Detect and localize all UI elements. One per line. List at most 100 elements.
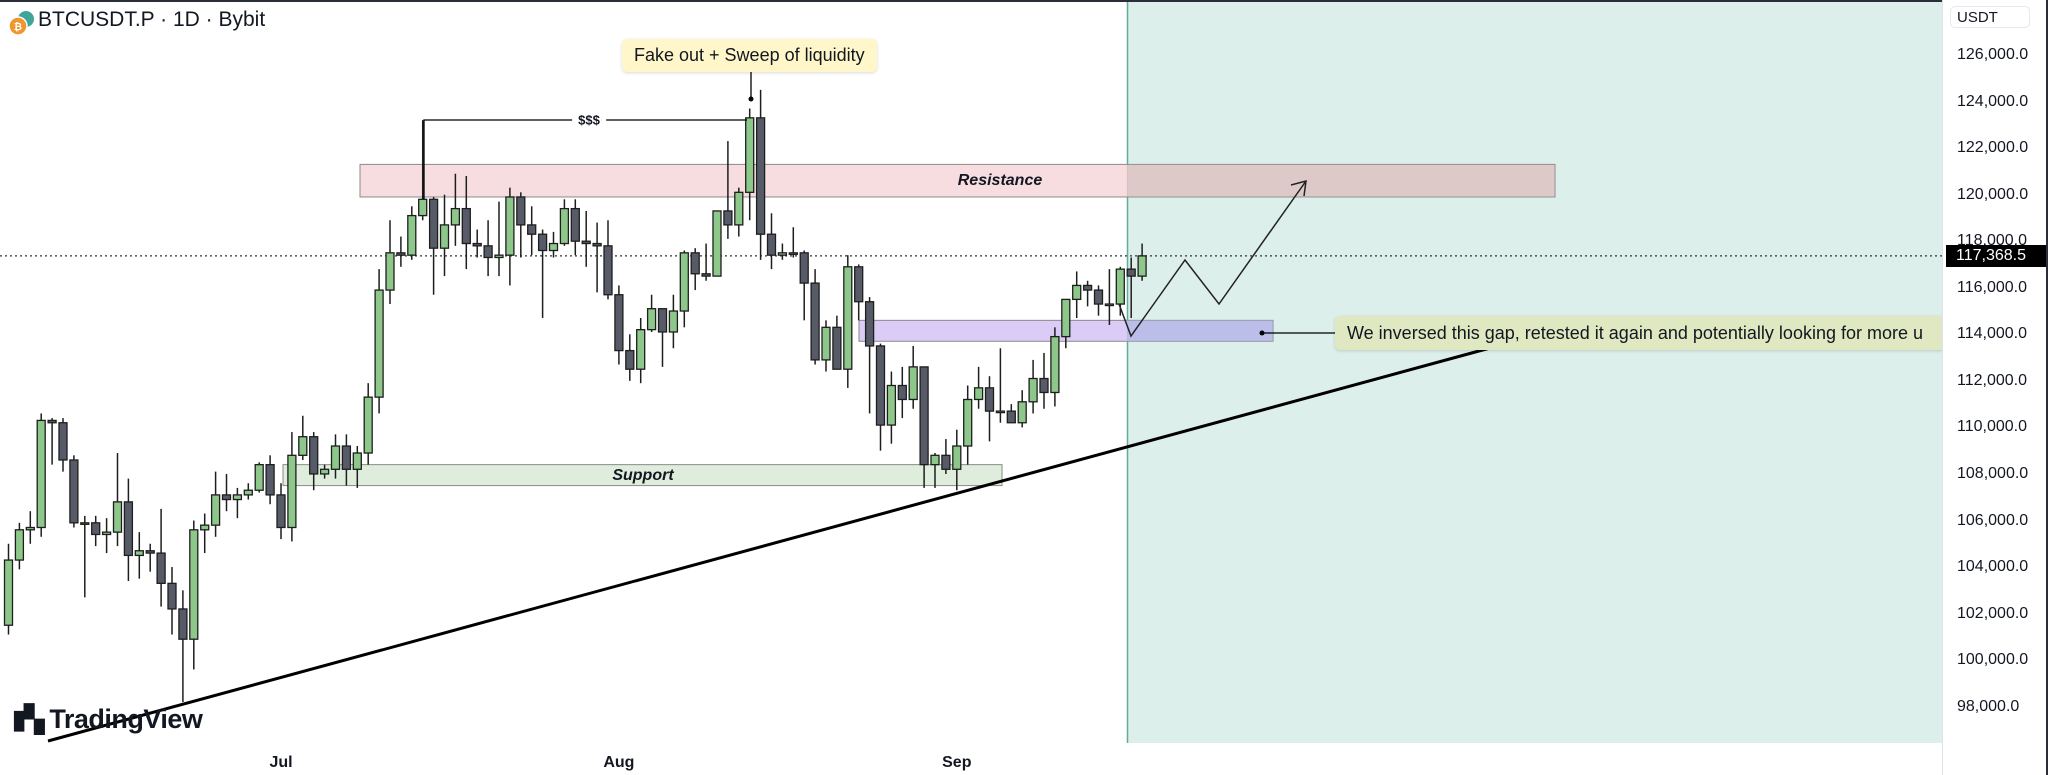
candle[interactable] bbox=[385, 220, 395, 305]
candle[interactable] bbox=[374, 269, 384, 414]
candle[interactable] bbox=[810, 269, 820, 365]
candle[interactable] bbox=[614, 285, 624, 365]
candle[interactable] bbox=[625, 334, 635, 381]
candle[interactable] bbox=[341, 434, 352, 486]
candle[interactable] bbox=[418, 120, 428, 221]
candle[interactable] bbox=[461, 176, 471, 270]
candle[interactable] bbox=[145, 543, 155, 572]
candle[interactable] bbox=[984, 376, 995, 442]
candle[interactable] bbox=[189, 520, 199, 670]
candle[interactable] bbox=[1039, 352, 1049, 409]
candle[interactable] bbox=[679, 250, 689, 328]
candle[interactable] bbox=[516, 192, 526, 258]
candle[interactable] bbox=[1006, 404, 1016, 424]
candle[interactable] bbox=[298, 415, 308, 460]
candle[interactable] bbox=[134, 532, 144, 579]
fake-out-callout[interactable]: Fake out + Sweep of liquidity bbox=[622, 39, 877, 72]
candle[interactable] bbox=[407, 206, 417, 260]
candle[interactable] bbox=[1061, 298, 1071, 349]
candle[interactable] bbox=[80, 515, 90, 598]
candle[interactable] bbox=[973, 366, 984, 409]
candle[interactable] bbox=[864, 297, 875, 414]
candle[interactable] bbox=[210, 471, 221, 537]
candle[interactable] bbox=[952, 429, 962, 491]
candle[interactable] bbox=[221, 473, 232, 512]
candle[interactable] bbox=[1126, 257, 1136, 319]
candle[interactable] bbox=[919, 366, 929, 488]
gap-note-callout[interactable]: We inversed this gap, retested it again … bbox=[1335, 316, 1979, 350]
candle[interactable] bbox=[548, 231, 559, 258]
candle[interactable] bbox=[788, 227, 798, 258]
candle[interactable] bbox=[908, 345, 918, 409]
candle[interactable] bbox=[843, 255, 853, 388]
candle[interactable] bbox=[886, 371, 897, 444]
projection-path[interactable] bbox=[1118, 180, 1307, 338]
candle[interactable] bbox=[559, 199, 570, 246]
candle[interactable] bbox=[668, 294, 679, 349]
candle[interactable] bbox=[690, 248, 700, 291]
candle[interactable] bbox=[854, 264, 864, 321]
ascending-trendline[interactable] bbox=[47, 346, 1491, 743]
candle[interactable] bbox=[352, 446, 362, 488]
resistance-zone[interactable] bbox=[359, 163, 1556, 198]
candle[interactable] bbox=[450, 173, 461, 246]
candle[interactable] bbox=[963, 385, 973, 465]
candle[interactable] bbox=[200, 513, 210, 554]
candle[interactable] bbox=[941, 439, 951, 474]
candle[interactable] bbox=[799, 250, 809, 321]
candle[interactable] bbox=[1082, 280, 1093, 307]
candle[interactable] bbox=[47, 418, 57, 465]
candle[interactable] bbox=[1072, 271, 1082, 319]
candle[interactable] bbox=[592, 222, 602, 293]
candle[interactable] bbox=[178, 590, 188, 703]
candle[interactable] bbox=[723, 141, 733, 239]
candle[interactable] bbox=[254, 462, 264, 493]
candle[interactable] bbox=[396, 236, 406, 267]
candle[interactable] bbox=[646, 294, 657, 332]
candle[interactable] bbox=[167, 567, 177, 635]
candle[interactable] bbox=[930, 453, 940, 488]
candle[interactable] bbox=[309, 432, 319, 491]
candle[interactable] bbox=[232, 487, 243, 519]
candle[interactable] bbox=[755, 89, 766, 260]
candle[interactable] bbox=[58, 418, 68, 472]
candle[interactable] bbox=[319, 464, 330, 479]
candle[interactable] bbox=[636, 318, 646, 384]
candle[interactable] bbox=[995, 348, 1006, 423]
candle[interactable] bbox=[570, 199, 580, 256]
candle[interactable] bbox=[1028, 359, 1038, 414]
candle[interactable] bbox=[91, 515, 101, 547]
candle[interactable] bbox=[527, 206, 537, 256]
candle[interactable] bbox=[832, 315, 842, 370]
price-axis[interactable] bbox=[1942, 0, 2048, 775]
candle[interactable] bbox=[123, 478, 134, 582]
support-zone[interactable] bbox=[282, 464, 1003, 487]
candle[interactable] bbox=[897, 366, 907, 419]
candle[interactable] bbox=[472, 229, 482, 258]
candle[interactable] bbox=[777, 243, 788, 260]
candle[interactable] bbox=[25, 511, 35, 544]
candle[interactable] bbox=[36, 413, 46, 537]
candle[interactable] bbox=[875, 343, 886, 451]
candle[interactable] bbox=[1017, 390, 1027, 428]
candle[interactable] bbox=[3, 543, 14, 635]
candle[interactable] bbox=[363, 383, 373, 465]
candle[interactable] bbox=[1093, 285, 1104, 316]
candle[interactable] bbox=[330, 434, 341, 479]
candle[interactable] bbox=[766, 213, 777, 270]
candle[interactable] bbox=[14, 522, 25, 570]
candle[interactable] bbox=[265, 455, 275, 505]
candle[interactable] bbox=[243, 483, 253, 500]
candle[interactable] bbox=[276, 483, 286, 540]
candle[interactable] bbox=[112, 453, 123, 547]
candle[interactable] bbox=[1050, 327, 1060, 407]
symbol-title[interactable]: BTCUSDT.P · 1D · Bybit bbox=[38, 8, 266, 31]
candle[interactable] bbox=[537, 229, 548, 319]
candle[interactable] bbox=[156, 508, 166, 607]
candle[interactable] bbox=[657, 308, 668, 367]
candle[interactable] bbox=[101, 518, 112, 554]
candle[interactable] bbox=[821, 320, 831, 372]
candle[interactable] bbox=[1137, 243, 1147, 281]
candle[interactable] bbox=[1104, 269, 1115, 325]
